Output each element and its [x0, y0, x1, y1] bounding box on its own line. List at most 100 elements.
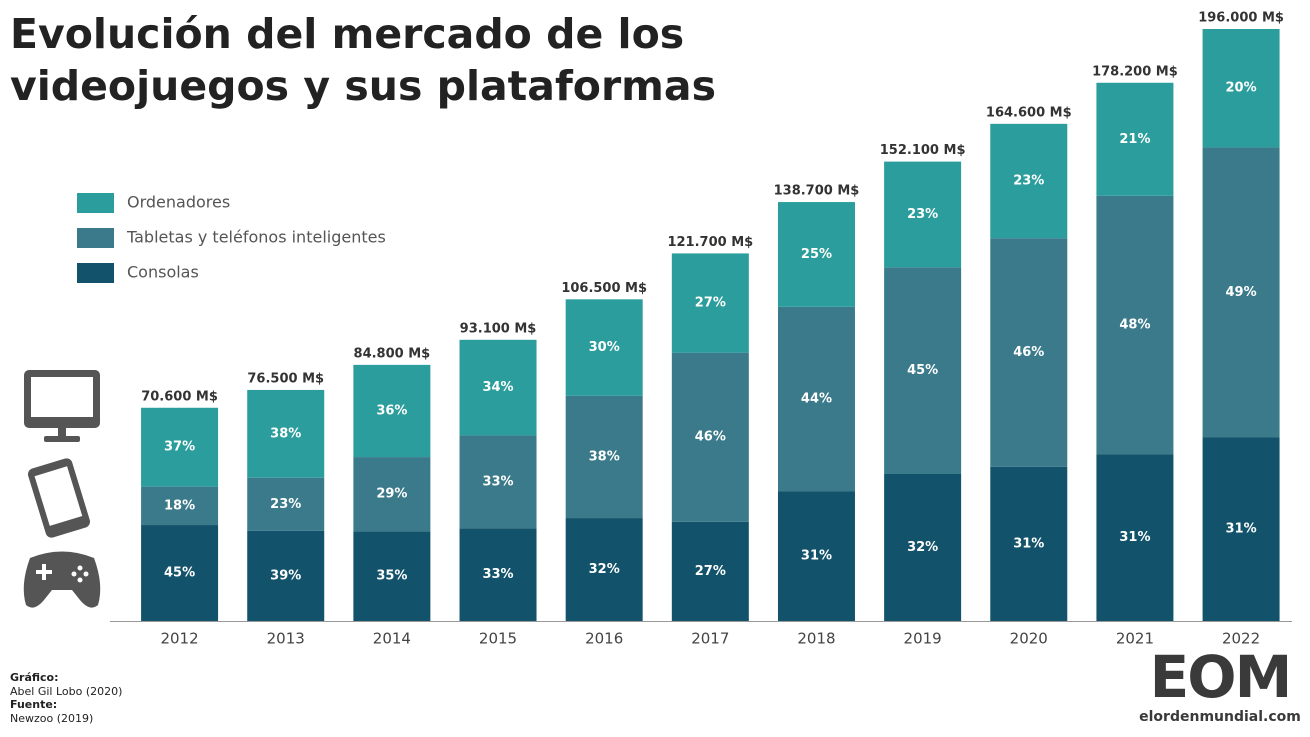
bar-segment: [141, 486, 219, 526]
bar-segment: [884, 267, 962, 474]
bar-segment: [353, 364, 431, 458]
total-label: 93.100 M$: [460, 321, 537, 336]
data-label: 37%: [164, 440, 195, 455]
total-label: 106.500 M$: [561, 281, 647, 296]
data-label: 32%: [907, 540, 938, 555]
bar-segment: [671, 521, 749, 621]
x-tick-label: 2014: [373, 630, 411, 648]
data-label: 31%: [1013, 536, 1044, 551]
legend-swatch: [77, 193, 114, 213]
bar-segment: [1096, 82, 1174, 196]
data-label: 29%: [376, 487, 407, 502]
bar-segment: [1202, 147, 1280, 438]
bar-segment: [459, 528, 537, 621]
data-label: 45%: [164, 566, 195, 581]
logo-mark: EOM: [1149, 643, 1293, 711]
data-label: 31%: [801, 549, 832, 564]
data-label: 23%: [907, 207, 938, 222]
bar-segment: [990, 238, 1068, 467]
data-label: 44%: [801, 391, 832, 406]
logo: EOM elordenmundial.com: [1135, 645, 1305, 725]
legend-swatch: [77, 263, 114, 283]
credit-label: Fuente:: [10, 698, 58, 711]
total-label: 164.600 M$: [986, 105, 1072, 120]
total-label: 196.000 M$: [1198, 11, 1284, 26]
total-label: 178.200 M$: [1092, 64, 1178, 79]
bar-segment: [141, 525, 219, 621]
bar-segment: [459, 435, 537, 529]
x-tick-label: 2021: [1116, 630, 1154, 648]
data-label: 20%: [1226, 81, 1257, 96]
total-label: 70.600 M$: [141, 389, 218, 404]
data-label: 34%: [482, 380, 513, 395]
bar-segment: [1202, 29, 1280, 148]
bar-segment: [884, 161, 962, 268]
chart-title: Evolución del mercado de los videojuegos…: [10, 10, 716, 110]
data-label: 49%: [1226, 285, 1257, 300]
data-label: 32%: [589, 562, 620, 577]
bar-segment: [565, 299, 643, 396]
bar-segment: [247, 389, 325, 478]
bar-segment: [247, 477, 325, 531]
bar-segment: [459, 339, 537, 436]
data-label: 31%: [1226, 522, 1257, 537]
data-label: 46%: [695, 430, 726, 445]
data-label: 27%: [695, 296, 726, 311]
data-label: 48%: [1119, 317, 1150, 332]
bar-segment: [990, 466, 1068, 621]
bar-segment: [990, 123, 1068, 239]
bar-segment: [1202, 437, 1280, 621]
data-label: 46%: [1013, 345, 1044, 360]
data-label: 21%: [1119, 132, 1150, 147]
bar-segment: [565, 518, 643, 621]
bar-segment: [565, 395, 643, 519]
data-label: 39%: [270, 568, 301, 583]
x-tick-label: 2017: [691, 630, 729, 648]
data-label: 36%: [376, 403, 407, 418]
bar-segment: [777, 306, 855, 492]
x-tick-label: 2018: [797, 630, 835, 648]
logo-site: elordenmundial.com: [1139, 709, 1301, 725]
data-label: 33%: [482, 567, 513, 582]
bar-segment: [141, 407, 219, 487]
bar-segment: [353, 531, 431, 621]
credit-label: Gráfico:: [10, 671, 59, 684]
data-label: 31%: [1119, 530, 1150, 545]
bar-segment: [777, 202, 855, 307]
credits: Gráfico: Abel Gil Lobo (2020) Fuente: Ne…: [10, 671, 122, 725]
bar-segment: [884, 473, 962, 621]
legend-label: Tabletas y teléfonos inteligentes: [126, 228, 386, 247]
x-tick-label: 2020: [1010, 630, 1048, 648]
x-tick-label: 2015: [479, 630, 517, 648]
data-label: 35%: [376, 569, 407, 584]
total-label: 76.500 M$: [247, 371, 324, 386]
icons: [23, 370, 101, 608]
data-label: 25%: [801, 247, 832, 262]
data-label: 23%: [1013, 174, 1044, 189]
total-label: 138.700 M$: [774, 184, 860, 199]
total-label: 84.800 M$: [354, 346, 431, 361]
data-label: 18%: [164, 498, 195, 513]
x-tick-label: 2013: [267, 630, 305, 648]
total-label: 152.100 M$: [880, 143, 966, 158]
bar-segment: [1096, 195, 1174, 455]
x-tick-label: 2022: [1222, 630, 1260, 648]
bar-segment: [671, 253, 749, 353]
x-tick-label: 2012: [160, 630, 198, 648]
credit: Abel Gil Lobo (2020): [10, 684, 123, 698]
credit: Newzoo (2019): [10, 711, 94, 725]
bar-segment: [353, 457, 431, 532]
x-tick-label: 2016: [585, 630, 623, 648]
total-label: 121.700 M$: [667, 235, 753, 250]
bar-segment: [1096, 454, 1174, 621]
data-label: 30%: [589, 340, 620, 355]
legend-swatch: [77, 228, 114, 248]
bar-segment: [777, 491, 855, 621]
data-label: 45%: [907, 363, 938, 378]
data-label: 38%: [589, 449, 620, 464]
data-label: 33%: [482, 474, 513, 489]
data-label: 38%: [270, 426, 301, 441]
x-tick-label: 2019: [904, 630, 942, 648]
